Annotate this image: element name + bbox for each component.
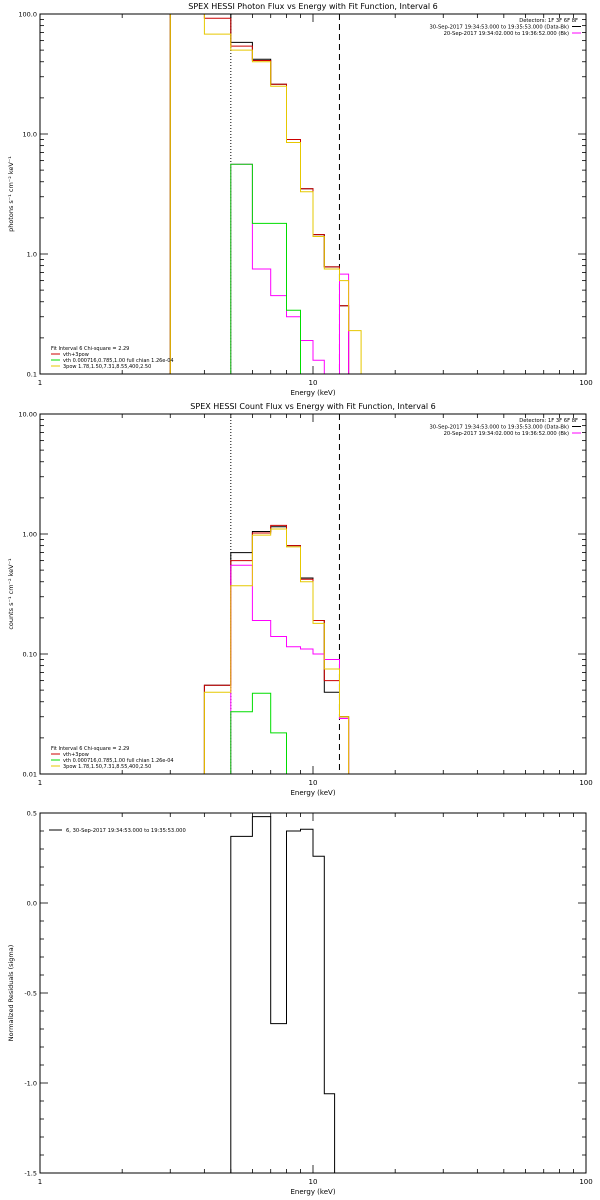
data-area — [230, 816, 336, 1173]
x-axis-label: Energy (keV) — [290, 1188, 335, 1196]
legend-top-entry: Detectors: 1F 3F 6F 8F — [519, 418, 578, 424]
chart-title: SPEX HESSI Count Flux vs Energy with Fit… — [190, 402, 435, 411]
data-area — [169, 14, 362, 374]
series-2-line — [169, 14, 362, 374]
plot-frame — [39, 13, 587, 375]
data-area — [203, 524, 362, 774]
legend-top-entry: Detectors: 1F 3F 6F 8F — [519, 18, 578, 24]
series-1-line — [203, 526, 350, 774]
legend-top-entry: 20-Sep-2017 19:34:02.000 to 19:36:52.000… — [444, 31, 569, 37]
plot-frame — [39, 812, 587, 1174]
series-4-line — [230, 163, 313, 374]
x-axis-label: Energy (keV) — [290, 389, 335, 397]
legend-top-entry: 20-Sep-2017 19:34:02.000 to 19:36:52.000… — [444, 431, 569, 437]
y-tick-label: 0.10 — [23, 651, 37, 659]
series-5-line — [169, 14, 362, 374]
x-tick-label: 100 — [579, 1178, 592, 1186]
series-2-line — [203, 524, 350, 774]
legend-top-entry: 30-Sep-2017 19:34:53.000 to 19:35:53.000… — [429, 425, 569, 431]
legend-top-entry: 30-Sep-2017 19:34:53.000 to 19:35:53.000… — [429, 25, 569, 31]
series-3-line — [230, 564, 350, 774]
series-1-line — [169, 14, 362, 374]
plot-frame — [39, 413, 587, 775]
legend-bottom-entry: vth+3pow — [63, 752, 89, 758]
x-tick-label: 1 — [38, 779, 42, 787]
chart-title: SPEX HESSI Photon Flux vs Energy with Fi… — [188, 2, 438, 11]
x-axis-label: Energy (keV) — [290, 789, 335, 797]
chart-panel-3: 1 10 100 Energy (keV) -1.5 -1.0 -0.5 0.0 0.5 Norm… — [7, 810, 593, 1197]
y-tick-label: 0.0 — [27, 900, 37, 908]
chart-panel-2: SPEX HESSI Count Flux vs Energy with Fit… — [7, 402, 593, 797]
legend-bottom-entry: 3pow 1.78,1.50,7.31,8.55,400,2.50 — [63, 364, 151, 370]
y-tick-label: 0.1 — [27, 371, 37, 379]
y-tick-label: 1.00 — [23, 531, 37, 539]
x-tick-label: 100 — [579, 379, 592, 387]
x-tick-label: 10 — [309, 779, 318, 787]
chart-panel-1: SPEX HESSI Photon Flux vs Energy with Fi… — [7, 2, 593, 397]
x-tick-label: 1 — [38, 379, 42, 387]
y-tick-label: 0.5 — [27, 810, 37, 818]
y-axis-label: counts s⁻¹ cm⁻² keV⁻¹ — [7, 558, 15, 630]
y-tick-label: 1.0 — [27, 251, 37, 259]
y-tick-label: -0.5 — [24, 990, 37, 998]
legend-bottom-entry: vth 0.000716,0.785,1.00 full chian 1.26e… — [63, 758, 174, 764]
legend-bottom-entry: 3pow 1.78,1.50,7.31,8.55,400,2.50 — [63, 764, 151, 770]
y-tick-label: 10.00 — [18, 411, 37, 419]
legend-bottom-entry: vth+3pow — [63, 352, 89, 358]
x-tick-label: 10 — [309, 379, 318, 387]
x-tick-label: 1 — [38, 1178, 42, 1186]
y-tick-label: 0.01 — [23, 771, 37, 779]
series-1-line — [230, 816, 336, 1173]
series-4-line — [230, 692, 287, 774]
y-axis-label: photons s⁻¹ cm⁻² keV⁻¹ — [7, 156, 15, 232]
y-tick-label: 100.0 — [18, 11, 37, 19]
y-tick-label: 10.0 — [23, 131, 37, 139]
y-tick-label: -1.5 — [24, 1170, 37, 1178]
y-axis-label: Normalized Residuals (sigma) — [7, 945, 15, 1042]
y-tick-label: -1.0 — [24, 1080, 37, 1088]
series-5-line — [203, 528, 362, 774]
legend-bottom-entry: vth 0.000716,0.785,1.00 full chian 1.26e… — [63, 358, 174, 364]
legend-bottom-entry: Fit Interval 6 Chi-square = 2.29 — [51, 746, 129, 752]
x-tick-label: 10 — [309, 1178, 318, 1186]
legend-bottom-entry: Fit Interval 6 Chi-square = 2.29 — [51, 346, 129, 352]
legend-top-entry: 6, 30-Sep-2017 19:34:53.000 to 19:35:53.… — [66, 828, 186, 834]
x-tick-label: 100 — [579, 779, 592, 787]
